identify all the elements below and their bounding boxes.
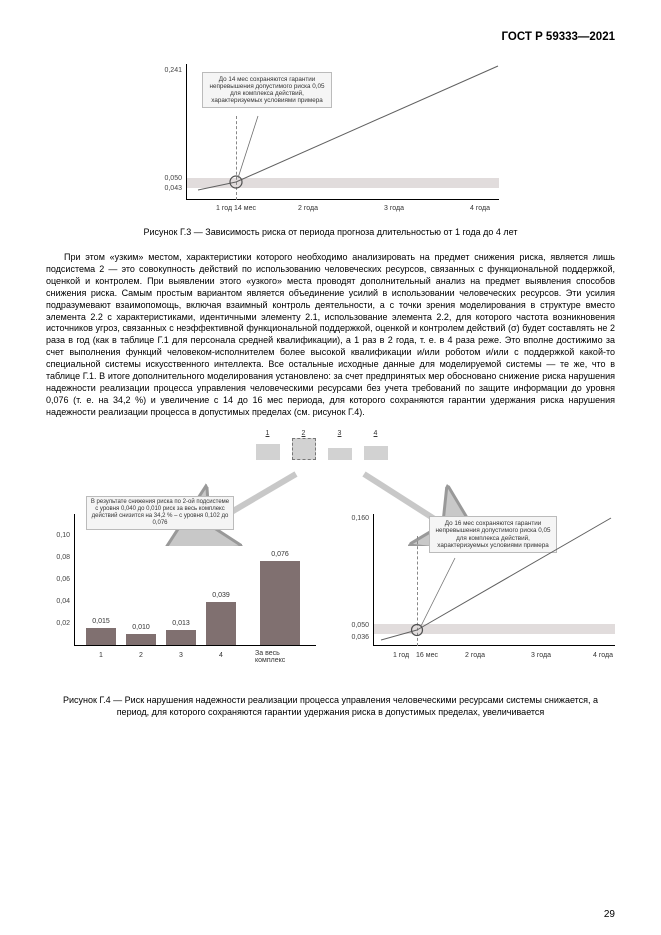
- bar: [126, 634, 156, 645]
- xtick-label: 4 года: [593, 651, 613, 660]
- ytick-label: 0,043: [158, 184, 182, 193]
- figure-caption-g4: Рисунок Г.4 — Риск нарушения надежности …: [46, 694, 615, 718]
- mini-bar: [364, 446, 388, 460]
- bar: [166, 630, 196, 645]
- ytick-label: 0,050: [158, 174, 182, 183]
- xtick-label: 2 года: [298, 204, 318, 213]
- y-axis: [74, 514, 75, 646]
- line-chart: 0,036 0,050 0,160 До 16 мес сохраняются …: [345, 514, 615, 664]
- series-line: [345, 514, 615, 664]
- bar-chart: 0,02 0,04 0,06 0,08 0,10 В результате сн…: [46, 514, 316, 664]
- bar: [206, 602, 236, 645]
- xtick-label: 2: [139, 651, 143, 660]
- bar-value: 0,015: [84, 617, 118, 626]
- chart-annotation: До 14 мес сохраняются гарантии непревыше…: [202, 72, 332, 109]
- mini-label: 4: [374, 429, 378, 438]
- mini-bar: [328, 448, 352, 460]
- mini-label: 2: [302, 429, 306, 438]
- bar-value: 0,076: [263, 550, 297, 559]
- ytick-label: 0,08: [46, 553, 70, 562]
- ytick-label: 0,04: [46, 597, 70, 606]
- xtick-label: 1 год 14 мес: [216, 204, 256, 213]
- doc-header: ГОСТ Р 59333—2021: [46, 30, 615, 46]
- bar: [86, 628, 116, 645]
- xtick-label: За весь комплекс: [255, 650, 305, 665]
- bar-total: [260, 561, 300, 645]
- x-axis: [74, 645, 316, 646]
- xtick-label: 16 мес: [416, 651, 438, 660]
- xtick-label: 4: [219, 651, 223, 660]
- figure-g4: 1 2 3 4 0,02 0,04 0,06 0,08 0,10 В: [46, 428, 615, 688]
- mini-bar: [256, 444, 280, 460]
- ytick-label: 0,241: [158, 66, 182, 75]
- mini-bar-selected: [292, 438, 316, 460]
- bar-value: 0,010: [124, 623, 158, 632]
- xtick-label: 1 год: [393, 651, 409, 660]
- x-axis: [186, 199, 499, 200]
- ytick-label: 0,02: [46, 619, 70, 628]
- guide-line: [236, 116, 237, 200]
- ytick-label: 0,06: [46, 575, 70, 584]
- mini-label: 1: [266, 429, 270, 438]
- page: ГОСТ Р 59333—2021 0,241 0,050 0,043 До 1…: [0, 0, 661, 935]
- xtick-label: 3 года: [531, 651, 551, 660]
- body-paragraph: При этом «узким» местом, характеристики …: [46, 252, 615, 420]
- threshold-band: [187, 178, 499, 188]
- xtick-label: 1: [99, 651, 103, 660]
- bar-value: 0,039: [204, 591, 238, 600]
- mini-label: 3: [338, 429, 342, 438]
- xtick-label: 4 года: [470, 204, 490, 213]
- page-number: 29: [604, 908, 615, 922]
- bar-value: 0,013: [164, 619, 198, 628]
- xtick-label: 3: [179, 651, 183, 660]
- figure-caption-g3: Рисунок Г.3 — Зависимость риска от перио…: [46, 226, 615, 238]
- bar-annotation: В результате снижения риска по 2-ой подс…: [86, 496, 234, 530]
- xtick-label: 2 года: [465, 651, 485, 660]
- ytick-label: 0,10: [46, 531, 70, 540]
- xtick-label: 3 года: [384, 204, 404, 213]
- chart-g3: 0,241 0,050 0,043 До 14 мес сохраняются …: [158, 60, 503, 218]
